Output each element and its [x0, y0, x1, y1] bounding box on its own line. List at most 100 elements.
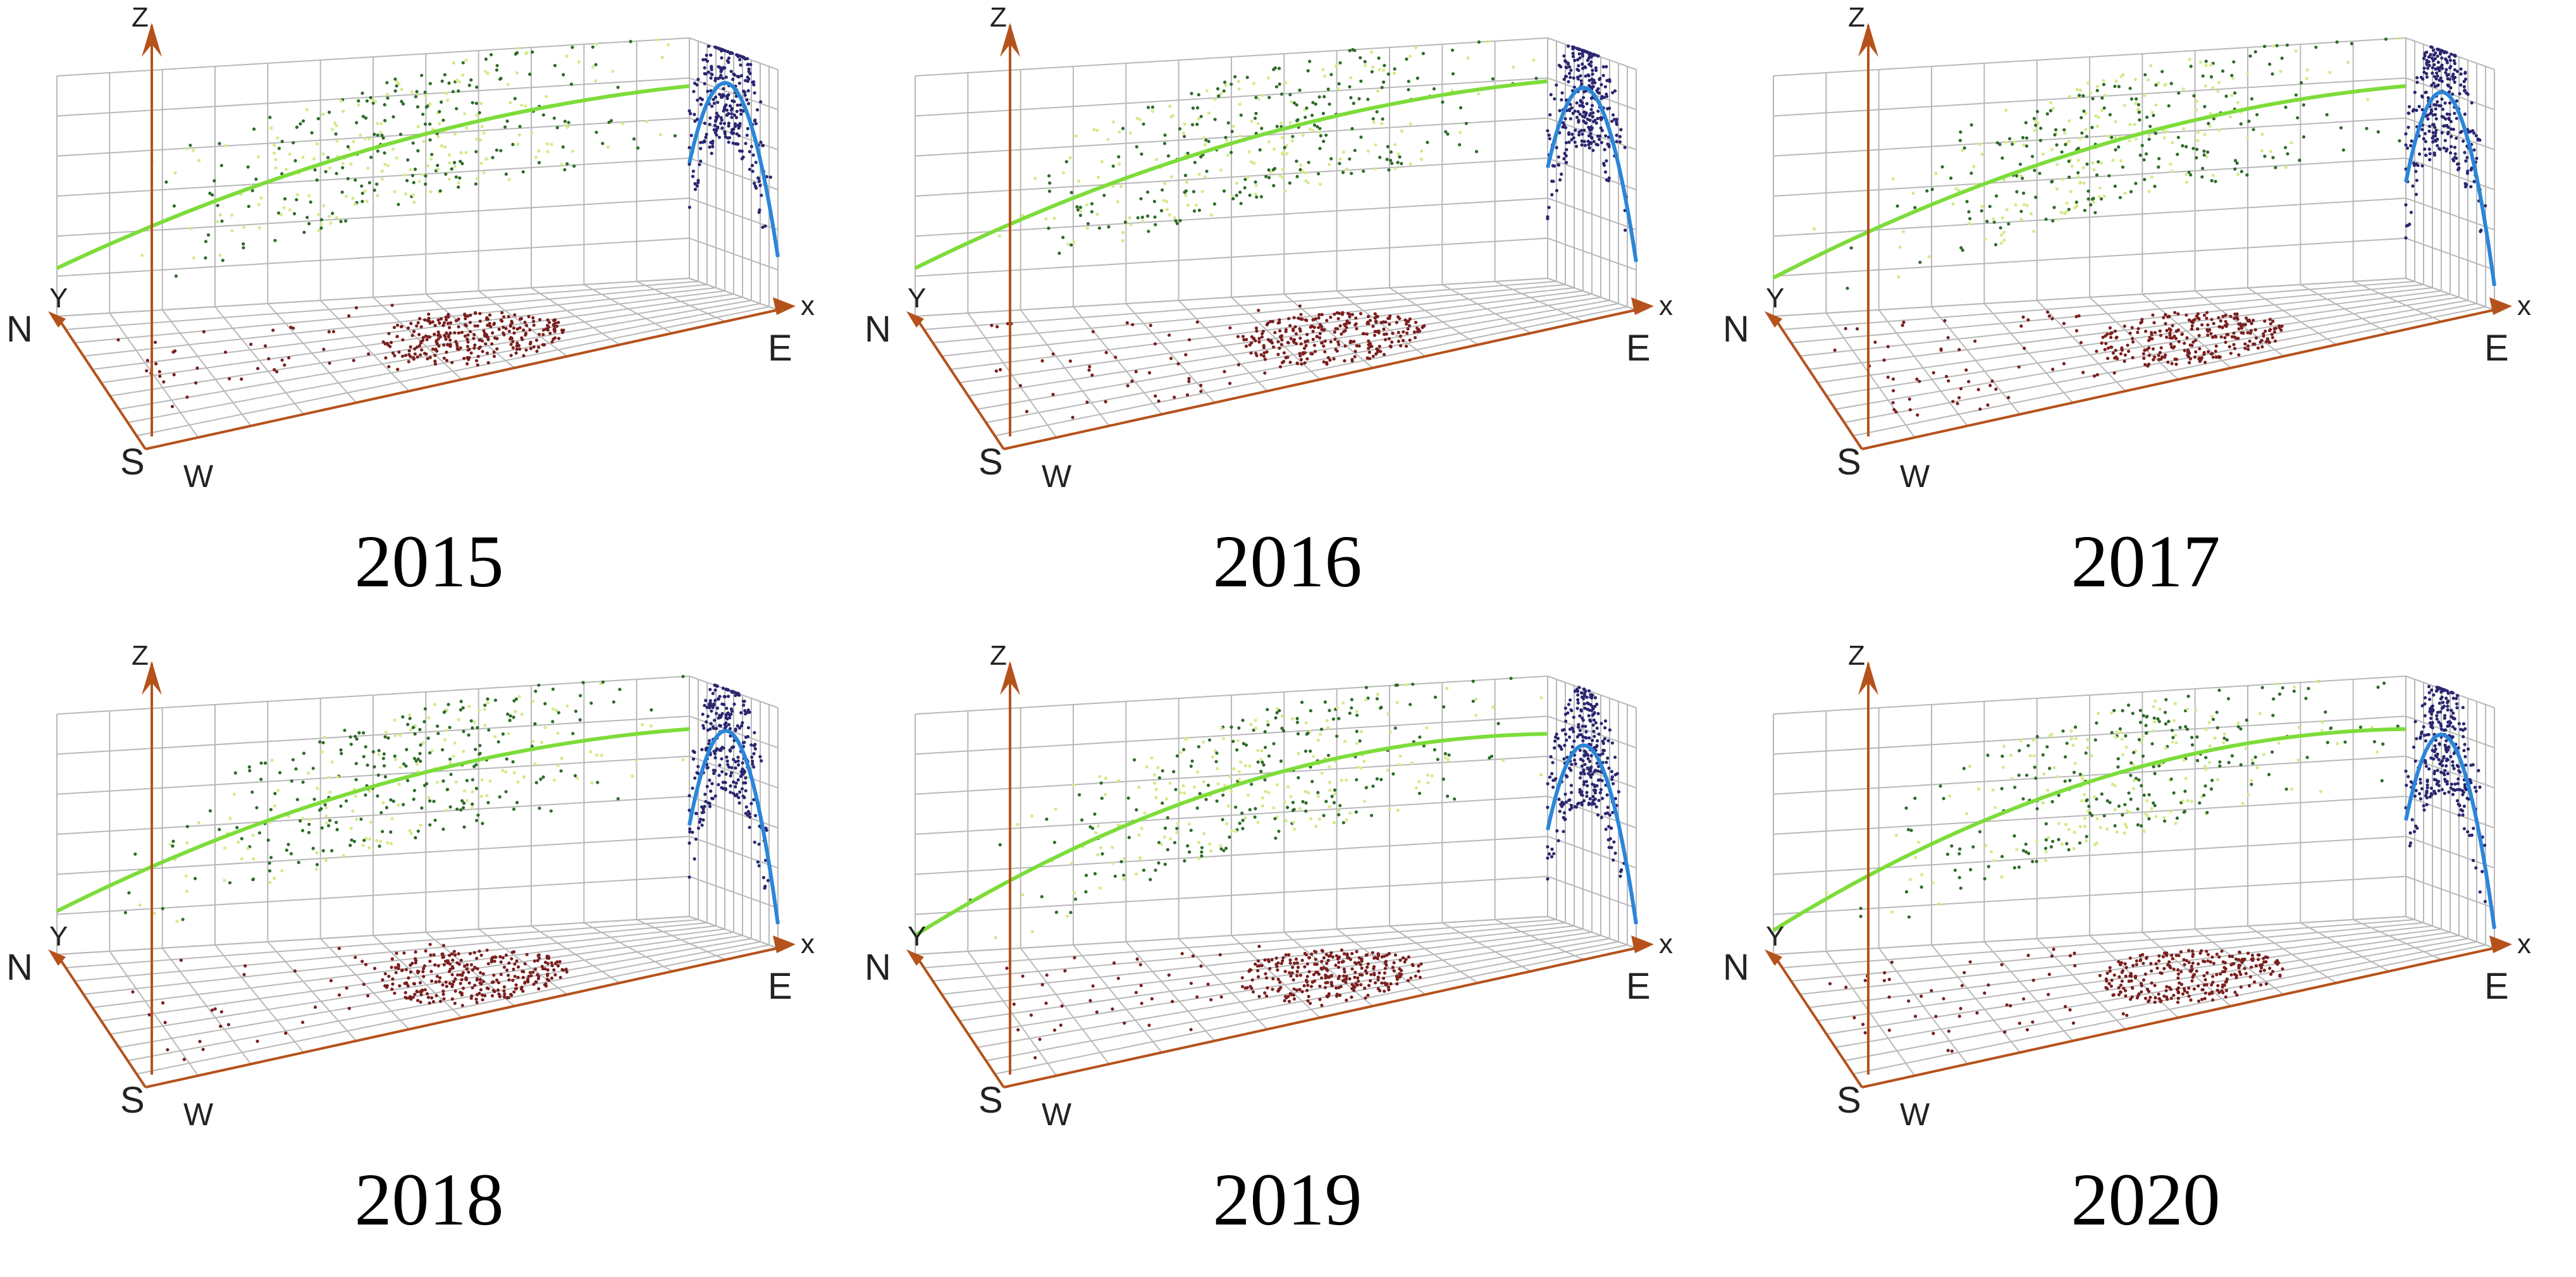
north-south-projection-points: [1546, 686, 1626, 881]
east-west-projection-points: [1825, 679, 2400, 919]
trend-3d-plot: Zx YN E S W: [1723, 2, 2531, 494]
north-label: N: [6, 947, 33, 988]
floor-projection-points: [1005, 944, 1423, 1059]
east-label: E: [768, 966, 792, 1007]
axes: [906, 23, 1654, 450]
year-caption: 2016: [1212, 520, 1362, 603]
y-axis-label: Y: [49, 283, 68, 314]
axes: [1765, 661, 2512, 1089]
axes: [1765, 23, 2512, 450]
north-label: N: [1723, 309, 1749, 350]
grid: [915, 676, 1637, 1088]
west-label: W: [183, 459, 214, 494]
north-south-trend-curve: [687, 729, 780, 925]
y-axis-label: Y: [908, 921, 926, 952]
grid: [56, 676, 779, 1088]
north-south-projection-points: [1546, 44, 1628, 232]
west-label: W: [1900, 1097, 1930, 1132]
south-label: S: [120, 441, 145, 483]
x-axis-label: x: [1659, 928, 1673, 959]
north-south-trend-curve: [2404, 732, 2496, 930]
east-west-trend-curve: [1772, 727, 2407, 932]
trend-3d-plot: Zx YN E S W: [865, 2, 1673, 494]
west-label: W: [1042, 1097, 1072, 1132]
south-label: S: [978, 1080, 1003, 1121]
east-west-trend-curve: [914, 732, 1548, 937]
north-label: N: [865, 947, 891, 988]
east-label: E: [1626, 966, 1651, 1007]
y-axis-label: Y: [49, 921, 68, 952]
axes: [48, 661, 796, 1089]
east-west-projection-points: [997, 40, 1538, 255]
east-label: E: [2484, 328, 2509, 369]
z-axis-label: Z: [132, 2, 149, 33]
z-axis-label: Z: [1848, 640, 1865, 671]
south-label: S: [978, 441, 1003, 483]
floor-projection-points: [1828, 947, 2284, 1053]
floor-projection-points: [1833, 310, 2284, 417]
x-axis-label: x: [801, 928, 815, 959]
south-label: S: [120, 1080, 145, 1121]
z-axis-label: Z: [990, 2, 1007, 33]
grid: [915, 37, 1637, 450]
year-caption: 2015: [354, 520, 504, 603]
east-west-projection-points: [1812, 37, 2401, 290]
grid: [56, 37, 779, 450]
x-axis-label: x: [2517, 290, 2531, 321]
east-west-trend-curve: [56, 84, 690, 270]
north-south-projection-points: [687, 44, 772, 229]
year-caption: 2020: [2071, 1158, 2221, 1241]
trend-3d-plot: Zx YN E S W: [6, 2, 815, 494]
east-west-projection-points: [140, 38, 677, 278]
year-caption: 2019: [1212, 1158, 1362, 1241]
trend-3d-plot: Zx YN E S W: [6, 640, 815, 1132]
east-label: E: [2484, 966, 2509, 1007]
x-axis-label: x: [2517, 928, 2531, 959]
east-label: E: [768, 328, 792, 369]
north-south-trend-curve: [2404, 90, 2496, 287]
y-axis-label: Y: [1766, 283, 1784, 314]
floor-projection-points: [131, 942, 569, 1061]
south-label: S: [1837, 441, 1861, 483]
west-label: W: [1900, 459, 1930, 494]
y-axis-label: Y: [1766, 921, 1784, 952]
east-west-trend-curve: [1772, 84, 2407, 280]
west-label: W: [183, 1097, 214, 1132]
north-label: N: [1723, 947, 1749, 988]
south-label: S: [1837, 1080, 1861, 1121]
north-south-projection-points: [2404, 45, 2487, 240]
east-label: E: [1626, 328, 1651, 369]
north-south-trend-curve: [1546, 743, 1638, 925]
y-axis-label: Y: [908, 283, 926, 314]
north-label: N: [6, 309, 33, 350]
year-caption: 2017: [2071, 520, 2221, 603]
floor-projection-points: [990, 304, 1426, 419]
z-axis-label: Z: [990, 640, 1007, 671]
north-south-projection-points: [687, 683, 770, 890]
north-label: N: [865, 309, 891, 350]
floor-projection-points: [116, 304, 565, 409]
trend-3d-plot: Zx YN E S W: [865, 640, 1673, 1132]
trend-3d-plot: Zx YN E S W: [1723, 640, 2531, 1132]
x-axis-label: x: [801, 290, 815, 321]
x-axis-label: x: [1659, 290, 1673, 321]
east-west-projection-points: [968, 676, 1543, 939]
z-axis-label: Z: [1848, 2, 1865, 33]
grid: [1773, 37, 2495, 450]
north-south-projection-points: [2404, 684, 2487, 903]
z-axis-label: Z: [132, 640, 149, 671]
north-south-trend-curve: [687, 81, 780, 257]
north-south-trend-curve: [1546, 85, 1638, 262]
west-label: W: [1042, 459, 1072, 494]
east-west-projection-points: [123, 675, 685, 923]
east-west-trend-curve: [914, 79, 1548, 270]
axes: [48, 23, 796, 450]
axes: [906, 661, 1654, 1089]
